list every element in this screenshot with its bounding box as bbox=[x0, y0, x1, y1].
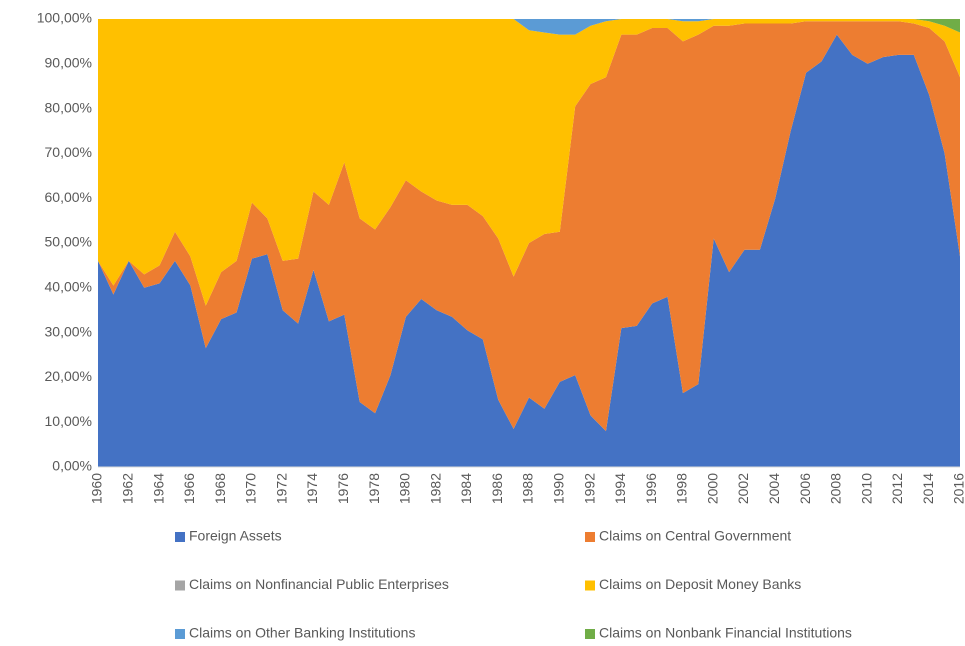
x-tick-label: 1990 bbox=[550, 473, 566, 504]
y-tick-label: 60,00% bbox=[45, 189, 92, 205]
legend-swatch bbox=[585, 580, 595, 591]
x-tick-label: 1984 bbox=[458, 473, 474, 504]
area bbox=[98, 21, 960, 432]
area bbox=[98, 34, 960, 468]
legend-label: Claims on Other Banking Institutions bbox=[189, 625, 415, 641]
y-tick-label: 0,00% bbox=[52, 458, 92, 474]
x-tick-label: 1980 bbox=[397, 473, 413, 504]
x-tick-label: 2004 bbox=[766, 473, 782, 504]
x-tick-label: 1992 bbox=[581, 473, 597, 504]
x-tick-label: 2008 bbox=[828, 473, 844, 504]
legend-label: Claims on Nonbank Financial Institutions bbox=[599, 625, 852, 641]
x-tick-label: 1972 bbox=[273, 473, 289, 504]
x-tick-label: 2002 bbox=[735, 473, 751, 504]
y-tick-label: 50,00% bbox=[45, 234, 92, 250]
y-tick-label: 90,00% bbox=[45, 55, 92, 71]
x-tick-label: 1994 bbox=[612, 473, 628, 504]
x-tick-label: 2016 bbox=[951, 473, 965, 504]
x-tick-label: 2012 bbox=[889, 473, 905, 504]
legend-swatch bbox=[585, 629, 595, 639]
legend-swatch bbox=[585, 532, 595, 542]
y-tick-label: 40,00% bbox=[45, 279, 92, 295]
y-tick-label: 70,00% bbox=[45, 144, 92, 160]
x-tick-label: 1988 bbox=[520, 473, 536, 504]
x-tick-label: 1962 bbox=[119, 473, 135, 504]
x-tick-label: 1974 bbox=[304, 473, 320, 504]
x-tick-label: 1996 bbox=[643, 473, 659, 504]
legend-label: Foreign Assets bbox=[189, 528, 282, 544]
legend-swatch bbox=[175, 532, 185, 542]
x-tick-label: 1978 bbox=[366, 473, 382, 504]
legend-label: Claims on Deposit Money Banks bbox=[599, 576, 801, 592]
legend-label: Claims on Central Government bbox=[599, 528, 791, 544]
x-tick-label: 1976 bbox=[335, 473, 351, 504]
legend-swatch bbox=[175, 629, 185, 639]
x-tick-label: 1964 bbox=[150, 473, 166, 504]
area bbox=[98, 19, 960, 306]
area bbox=[98, 19, 960, 35]
x-tick-label: 1986 bbox=[489, 473, 505, 504]
y-tick-label: 20,00% bbox=[45, 368, 92, 384]
y-tick-label: 30,00% bbox=[45, 323, 92, 339]
x-tick-label: 2000 bbox=[704, 473, 720, 504]
y-tick-label: 10,00% bbox=[45, 413, 92, 429]
legend-label: Claims on Nonfinancial Public Enterprise… bbox=[189, 576, 449, 592]
x-tick-label: 1960 bbox=[89, 473, 105, 504]
x-tick-label: 1970 bbox=[243, 473, 259, 504]
x-tick-label: 1982 bbox=[427, 473, 443, 504]
x-tick-label: 1966 bbox=[181, 473, 197, 504]
x-tick-label: 1968 bbox=[212, 473, 228, 504]
x-tick-label: 2014 bbox=[920, 473, 936, 504]
legend-swatch bbox=[175, 580, 185, 591]
x-tick-label: 2010 bbox=[858, 473, 874, 504]
x-tick-label: 1998 bbox=[674, 473, 690, 504]
x-tick-label: 2006 bbox=[797, 473, 813, 504]
y-tick-label: 80,00% bbox=[45, 99, 92, 115]
y-tick-label: 100,00% bbox=[37, 10, 92, 26]
